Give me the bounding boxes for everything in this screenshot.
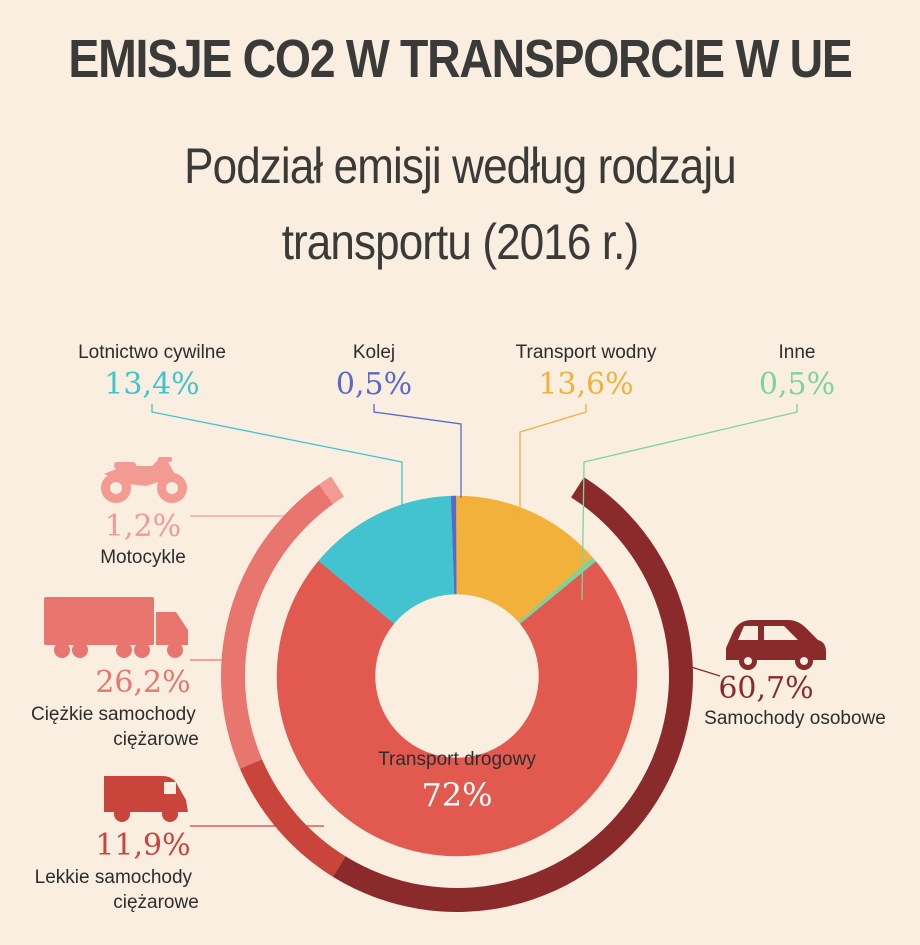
value-other: 0,5% [759, 367, 835, 402]
label-light-trucks-text: Lekkie samochody [35, 867, 193, 888]
label-cars: Samochody osobowe [704, 708, 886, 729]
value-road: 72% [421, 776, 492, 814]
leader-rail [373, 404, 462, 498]
leader-aviation [151, 404, 403, 592]
value-light-trucks: 11,9% [95, 828, 190, 863]
motorcycle-icon [101, 457, 187, 503]
value-heavy-trucks: 26,2% [95, 665, 190, 700]
value-motorcycles: 1,2% [105, 509, 181, 544]
label-water: Transport wodny [516, 342, 657, 363]
leader-other [581, 404, 798, 601]
label-road: Transport drogowy [378, 749, 536, 770]
page-title: EMISJE CO2 W TRANSPORCIE W UE [68, 29, 852, 89]
value-rail: 0,5% [336, 367, 412, 402]
leader-water [519, 404, 587, 520]
van-icon [104, 776, 188, 822]
ring-segment-lekkie-samochody-ciezarowe [239, 759, 346, 877]
slice-lotnictwo-cywilne [318, 495, 455, 624]
car-icon [726, 620, 826, 670]
label-motorcycles: Motocykle [100, 547, 186, 568]
truck-icon [44, 597, 188, 658]
label-heavy-trucks-text-line2: ciężarowe [113, 729, 199, 750]
label-light-trucks-text-line2: ciężarowe [113, 892, 199, 913]
label-heavy-trucks-text: Ciężkie samochody [31, 704, 196, 725]
label-heavy-trucks: Ciężkie samochody ciężarowe [31, 704, 201, 750]
leader-lines [151, 404, 798, 827]
value-cars: 60,7% [718, 671, 813, 706]
value-water: 13,6% [538, 367, 633, 402]
ring-segment-motocykle [319, 476, 344, 505]
chart-marks [221, 476, 693, 912]
label-aviation: Lotnictwo cywilne [78, 342, 226, 363]
leader-cars [687, 665, 721, 677]
label-rail: Kolej [353, 342, 395, 363]
page-subtitle: Podział emisji według rodzaju transportu… [108, 128, 812, 280]
ring-segment-ciezkie-samochody-ciezarowe [221, 484, 334, 769]
subtitle-line-1: Podział emisji według rodzaju [184, 138, 737, 194]
label-light-trucks: Lekkie samochody ciężarowe [35, 867, 199, 913]
value-aviation: 13,4% [104, 367, 199, 402]
label-other: Inne [779, 342, 816, 363]
subtitle-line-2: transportu (2016 r.) [281, 214, 639, 270]
